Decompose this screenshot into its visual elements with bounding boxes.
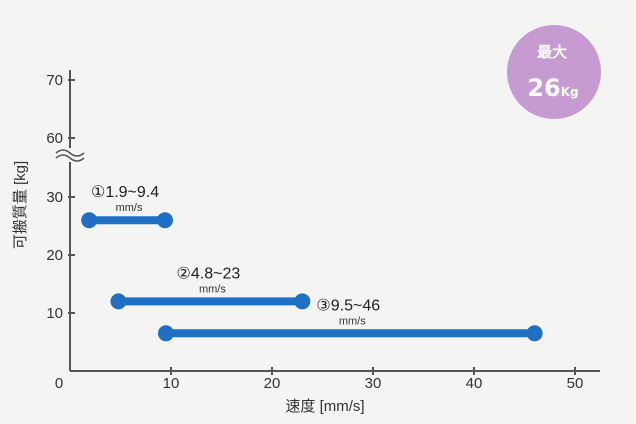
range-label-2: ②4.8~23 (177, 265, 241, 282)
range-bars (81, 212, 543, 342)
axis-break-line-lower (55, 154, 85, 162)
range-bar-start-cap (110, 293, 127, 310)
x-tick-label: 30 (365, 375, 382, 392)
range-unit-label: mm/s (199, 283, 226, 295)
x-tick-label: 0 (55, 375, 63, 392)
y-axis-break (55, 148, 85, 162)
y-tick-label: 10 (46, 305, 63, 322)
range-label-3: ③9.5~46 (316, 297, 380, 314)
y-tick-label: 60 (46, 130, 63, 147)
x-axis-title: 速度 [mm/s] (285, 398, 364, 415)
badge-line1: 最大 (537, 43, 567, 61)
x-tick-label: 50 (567, 375, 584, 392)
range-bar-end-cap (526, 325, 543, 342)
range-bar-end-cap (294, 293, 311, 310)
y-axis-title: 可搬質量 [kg] (11, 161, 29, 249)
x-axis-ticks: 0 10 20 30 40 50 (55, 367, 584, 392)
badge-value: 26 (527, 74, 560, 102)
y-axis-ticks: 10 20 30 60 70 (46, 72, 75, 322)
badge-unit: Kg (561, 85, 579, 99)
range-bar-end-cap (156, 212, 173, 229)
max-payload-badge: 最大 26Kg (507, 25, 601, 119)
x-tick-label: 40 (466, 375, 483, 392)
range-unit-label: mm/s (339, 315, 366, 327)
badge-circle (507, 25, 601, 119)
y-tick-label: 20 (46, 247, 63, 264)
axis-break-line-upper (55, 149, 85, 157)
x-tick-label: 10 (163, 375, 180, 392)
range-unit-label: mm/s (116, 202, 143, 214)
badge-value-line: 26Kg (527, 74, 578, 102)
x-tick-label: 20 (264, 375, 281, 392)
axis-break-gap (56, 148, 84, 162)
range-label-1: ①1.9~9.4 (91, 184, 159, 201)
chart-axes (69, 70, 600, 372)
range-bar-start-cap (157, 325, 174, 342)
y-tick-label: 70 (46, 72, 63, 89)
range-bar-start-cap (81, 212, 98, 229)
y-tick-label: 30 (46, 189, 63, 206)
